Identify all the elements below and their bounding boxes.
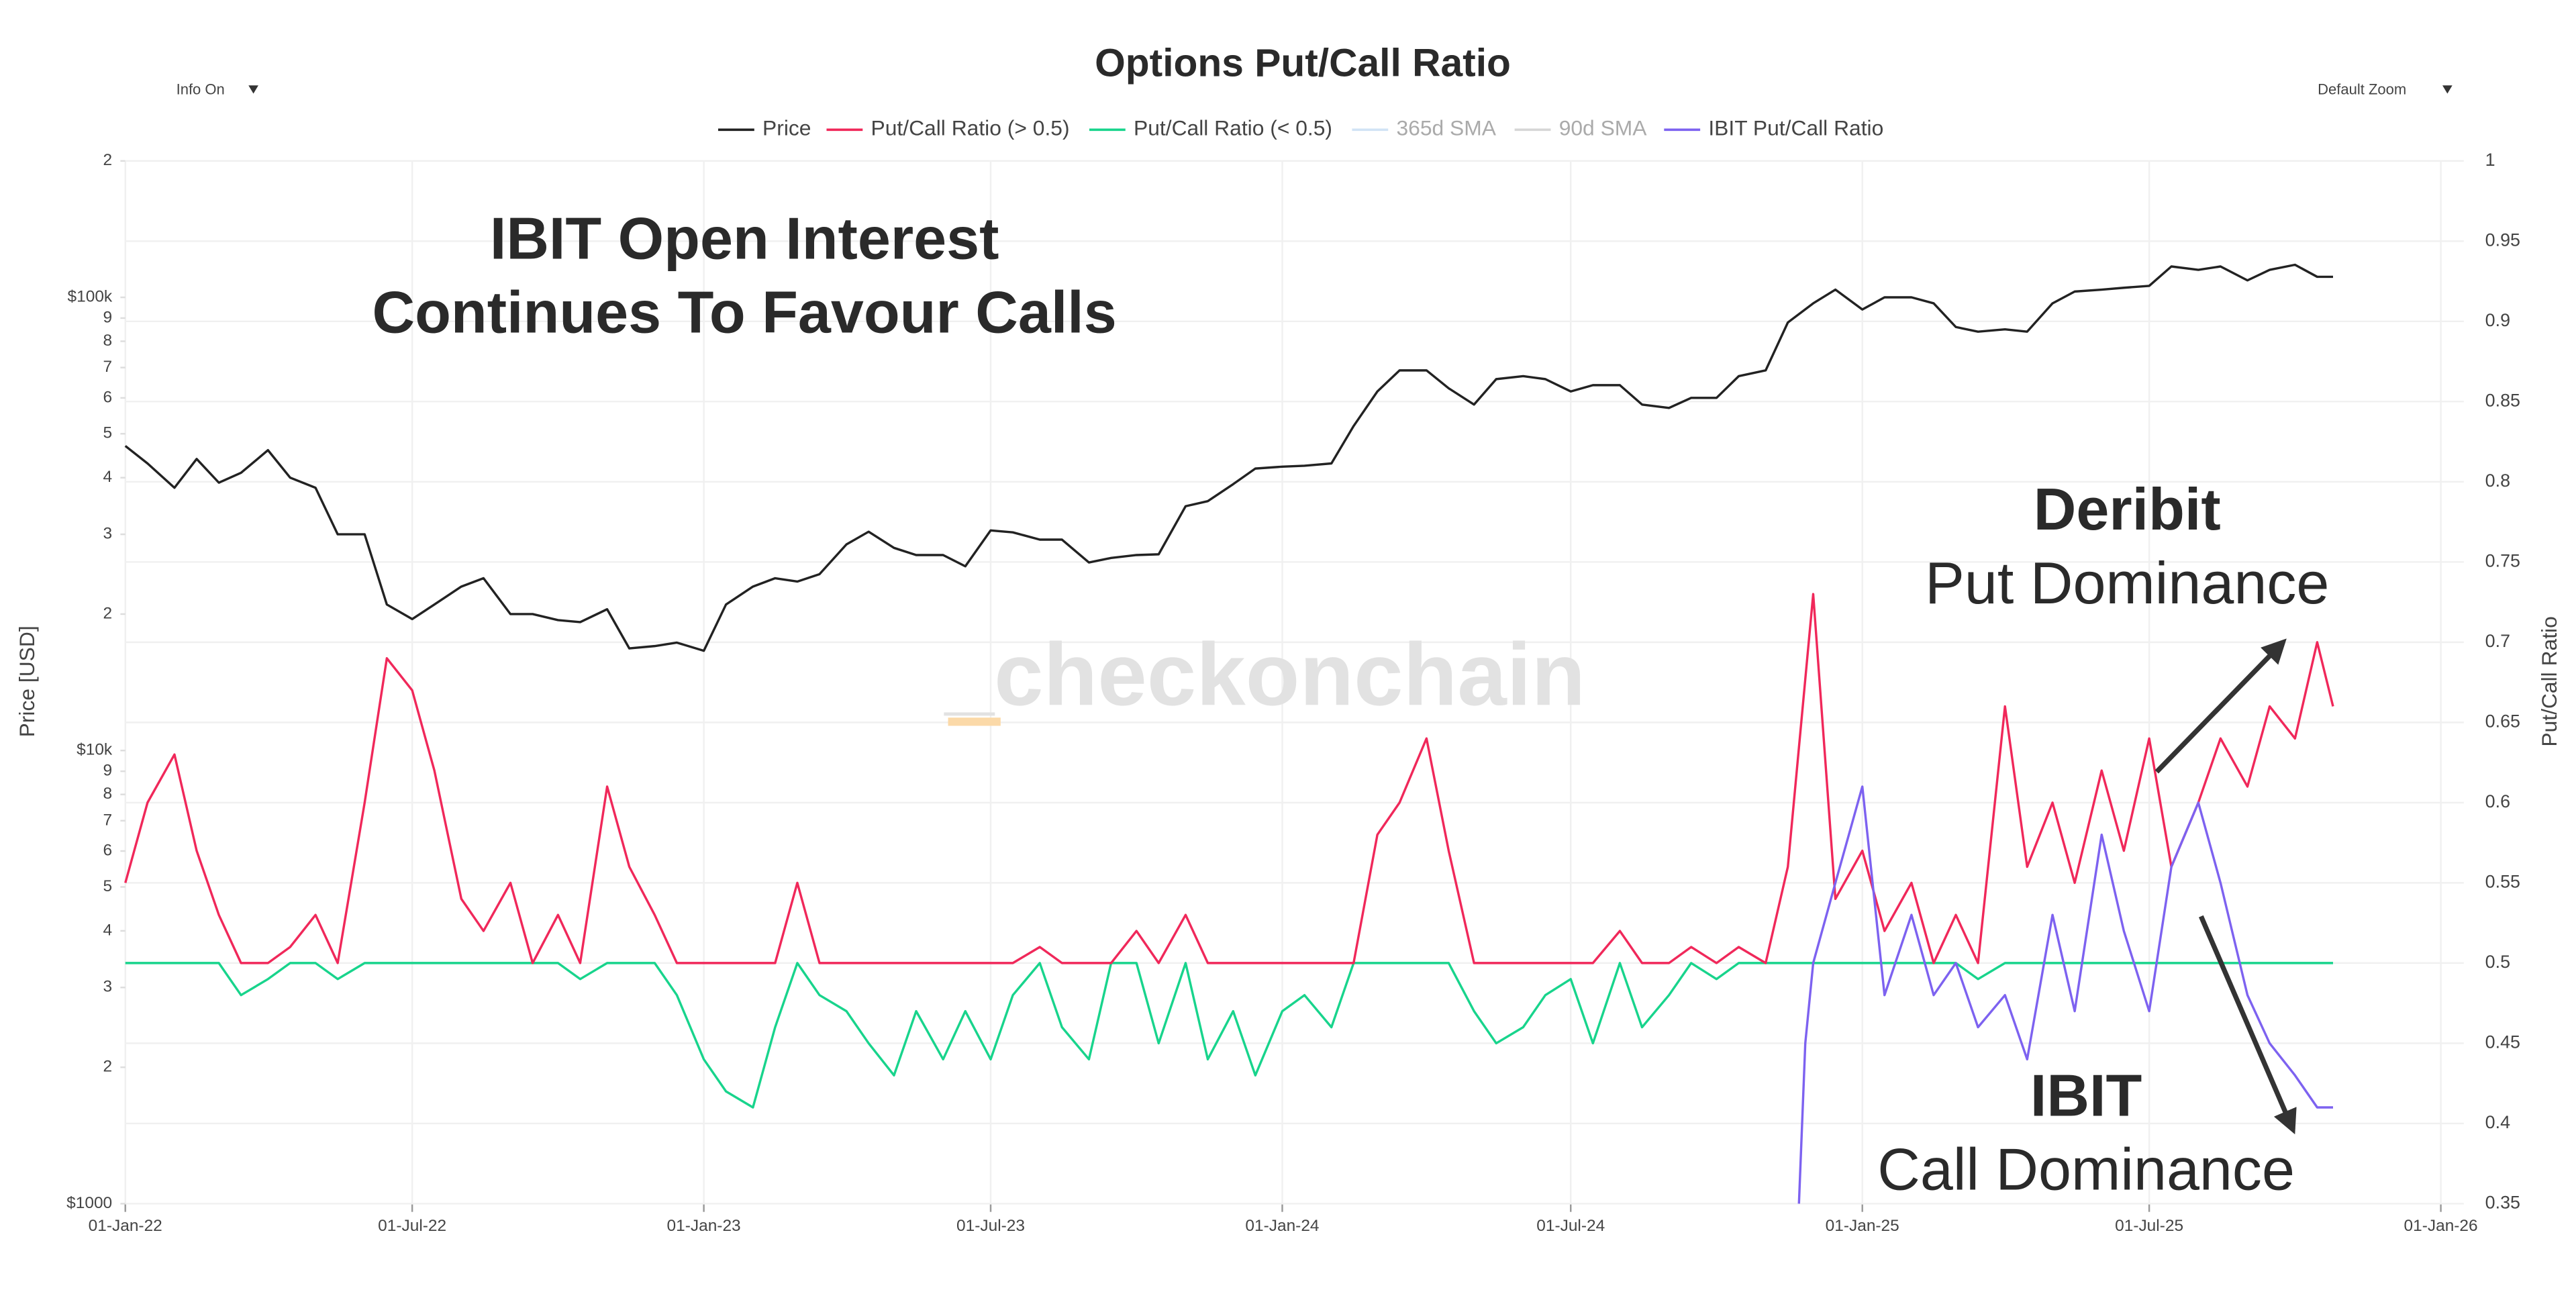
y2-tick-label: 0.5 [2485,952,2510,972]
y2-tick-label: 0.95 [2485,230,2520,250]
x-tick-label: 01-Jul-24 [1536,1217,1605,1235]
dropdown-arrow[interactable] [248,85,258,94]
y-tick-label: 4 [103,921,113,939]
legend-item[interactable]: Put/Call Ratio (> 0.5) [826,116,1070,140]
y-tick-label: 2 [103,604,113,622]
series-line [124,593,2334,964]
legend-label[interactable]: 365d SMA [1396,116,1496,140]
legend-item[interactable]: 365d SMA [1352,116,1497,140]
y2-tick-label: 0.4 [2485,1112,2510,1132]
y-tick-label: 3 [103,978,113,996]
x-tick-label: 01-Jan-25 [1826,1217,1899,1235]
y-tick-label: 9 [103,762,113,780]
y2-tick-label: 0.45 [2485,1032,2520,1052]
headline: IBIT Open Interest [490,205,999,271]
y2-tick-label: 0.9 [2485,310,2510,330]
legend-label[interactable]: Put/Call Ratio (> 0.5) [871,116,1070,140]
series-line [125,962,2334,1109]
lines [124,263,2334,1204]
chart-title: Options Put/Call Ratio [1095,41,1511,85]
x-tick-label: 01-Jan-24 [1245,1217,1319,1235]
y-tick-label: 5 [103,424,113,442]
y-tick-label: 8 [103,332,113,350]
arrow [2154,638,2287,774]
y2-tick-label: 0.75 [2485,550,2520,570]
info-dropdown[interactable]: Info On [177,81,258,97]
y-tick-label: 8 [103,785,113,803]
annotation-text: Call Dominance [1877,1136,2295,1203]
y-tick-label: $10k [77,741,113,759]
x-tick-label: 01-Jul-23 [956,1217,1025,1235]
x-tick-label: 01-Jan-26 [2404,1217,2478,1235]
arrow [2198,915,2297,1135]
dropdown-arrow[interactable] [2442,85,2453,94]
y-tick-label: 7 [103,811,113,829]
y-tick-label: 6 [103,841,113,859]
headline: Continues To Favour Calls [373,279,1117,345]
legend: Price Put/Call Ratio (> 0.5) Put/Call Rati… [717,116,1883,140]
watermark-accent [948,717,1001,726]
y-tick-label: 2 [103,151,113,169]
y2-tick-label: 0.6 [2485,791,2510,811]
y-tick-label: 7 [103,358,113,376]
legend-label[interactable]: Price [762,116,811,140]
y-tick-label: 9 [103,308,113,326]
x-tick-label: 01-Jan-23 [667,1217,741,1235]
y-tick-label: 6 [103,388,113,406]
x-tick-label: 01-Jul-25 [2115,1217,2183,1235]
y-tick-label: 3 [103,525,113,543]
legend-item[interactable]: Put/Call Ratio (< 0.5) [1089,116,1332,140]
legend-label[interactable]: 90d SMA [1559,116,1648,140]
x-tick-label: 01-Jan-22 [89,1217,162,1235]
annotation-title: Deribit [2034,476,2221,542]
y2-tick-label: 1 [2485,150,2495,170]
y2-tick-label: 0.7 [2485,631,2510,651]
y2-tick-label: 0.85 [2485,390,2520,410]
x-tick-label: 01-Jul-22 [378,1217,446,1235]
annotation-text: Put Dominance [1925,550,2329,616]
legend-item[interactable]: 90d SMA [1514,116,1648,140]
y2-tick-label: 0.65 [2485,711,2520,731]
legend-label[interactable]: IBIT Put/Call Ratio [1708,116,1883,140]
y2-tick-label: 0.35 [2485,1193,2520,1213]
y2-axis-title: Put/Call Ratio [2537,616,2561,746]
legend-item[interactable]: IBIT Put/Call Ratio [1664,116,1883,140]
y2-tick-label: 0.55 [2485,871,2520,891]
series-line [1797,785,2334,1204]
y-tick-label: 2 [103,1058,113,1076]
y2-tick-label: 0.8 [2485,470,2510,491]
legend-label[interactable]: Put/Call Ratio (< 0.5) [1134,116,1332,140]
y-tick-label: 5 [103,877,113,895]
dropdown-label[interactable]: Info On [177,81,225,97]
y-tick-label: $100k [68,288,113,306]
watermark: _checkonchain [944,624,1586,724]
legend-item[interactable]: Price [717,116,811,140]
annotation-title: IBIT [2030,1062,2142,1129]
y-tick-label: 4 [103,468,113,486]
y-axis-title: Price [USD] [15,626,39,737]
y-tick-label: $1000 [66,1194,112,1212]
zoom-dropdown[interactable]: Default Zoom [2318,81,2453,97]
dropdown-label[interactable]: Default Zoom [2318,81,2406,97]
series-line [124,263,2334,652]
